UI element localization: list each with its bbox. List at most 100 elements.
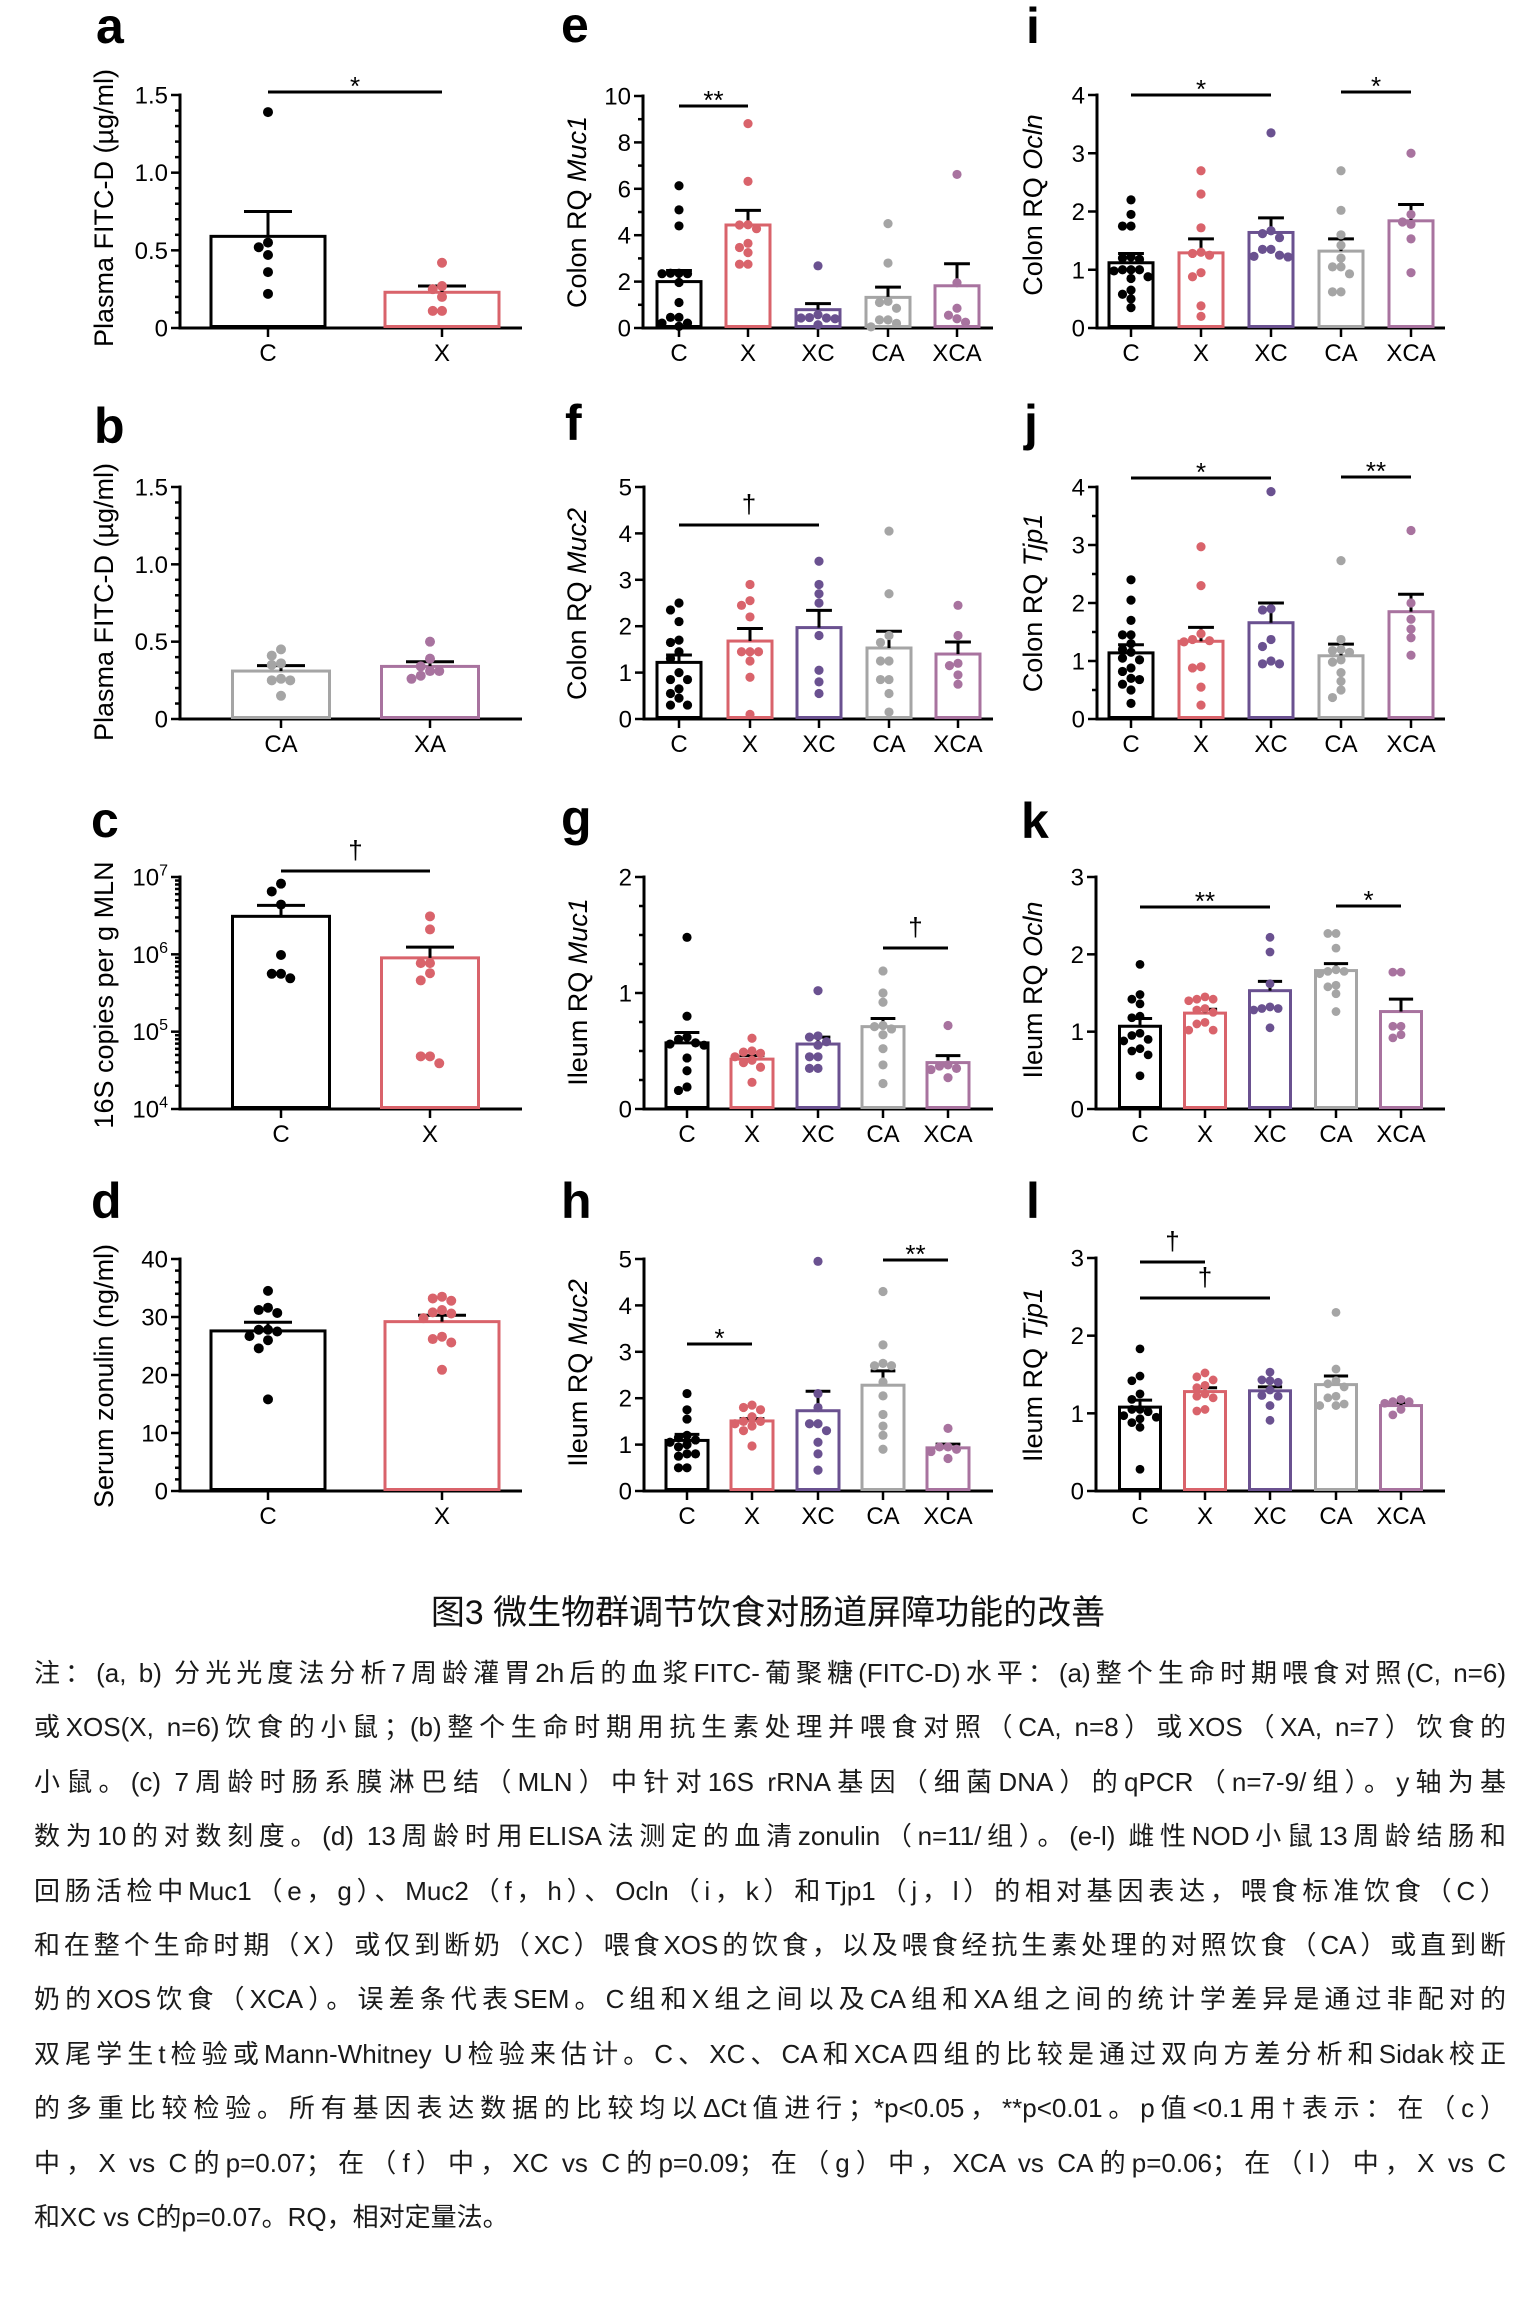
data-point [1336,634,1346,645]
data-point [813,986,823,996]
data-point [878,1286,888,1297]
data-point [674,598,684,608]
data-point [1192,1383,1202,1393]
data-point [821,1426,832,1436]
data-point [952,278,962,288]
data-point [1274,250,1285,260]
series-C [209,107,327,328]
data-point [437,1291,447,1302]
y-tick-label: 104 [132,1095,168,1124]
data-point [1134,655,1145,665]
data-point [952,314,962,324]
data-point [1339,1399,1349,1409]
data-point [738,1416,749,1426]
data-point [1126,273,1136,284]
data-point [1336,685,1346,695]
significance-label: * [1196,457,1206,487]
data-point [1179,637,1189,647]
data-point [1273,1004,1283,1013]
data-point [943,1060,953,1070]
data-point [804,1052,815,1062]
data-point [1327,645,1338,656]
data-point [953,679,963,689]
y-tick-label: 0.5 [135,629,168,656]
y-tick-label: 1 [1071,1019,1084,1046]
y-axis-group: 0 10 20 30 40 [141,1247,182,1506]
data-point [878,1421,888,1431]
data-point [682,674,693,685]
data-point [1388,1033,1398,1043]
data-point [1187,272,1198,282]
data-point [1331,1307,1341,1317]
y-tick-label: 4 [1072,475,1085,502]
y-axis-label-gene: Muc1 [562,116,592,182]
y-tick-label: 2 [1071,942,1084,969]
data-point [682,318,693,328]
x-tick-label: XCA [1376,1503,1425,1530]
y-tick-label: 0 [155,316,168,343]
data-point [1151,1412,1161,1422]
data-point [730,1052,740,1062]
data-point [665,674,676,685]
data-point [1126,221,1136,231]
significance-annotation: † [679,489,819,527]
y-axis-label-text: Ileum RQ [563,1345,593,1467]
series-C [231,878,331,1110]
data-point [682,269,693,279]
data-point [875,637,886,648]
data-point [1126,639,1136,649]
x-tick-label: C [272,1121,289,1148]
significance-label: ** [1195,886,1215,916]
data-point [1126,209,1136,220]
x-tick-label: XCA [1386,731,1435,758]
data-point [682,1414,692,1424]
significance-annotation: * [1341,71,1411,101]
panel-letter: h [561,1173,592,1229]
data-point [1135,1371,1145,1381]
data-point [263,1302,273,1313]
data-point [1257,244,1268,254]
data-point [1187,248,1198,259]
caption-line: 数为10的对数刻度。(d) 13周龄时用ELISA法测定的血清zonulin（n… [34,1821,1506,1852]
data-point [813,1437,823,1447]
data-point [1187,663,1198,673]
data-point [1196,542,1206,552]
data-point [1265,1023,1275,1033]
y-tick-label-exponent: 6 [159,940,168,957]
x-tick-label: X [742,731,758,758]
data-point [415,975,426,986]
data-point [891,303,902,313]
x-tick-label: XC [802,731,835,758]
data-point [878,1340,888,1350]
data-point [699,1040,709,1050]
series-X [724,119,772,329]
series-XC [1248,932,1292,1109]
y-axis-label-text: Plasma FITC-D (µg/ml) [89,69,119,347]
data-point [813,1388,823,1399]
data-point [674,321,684,331]
data-point [263,237,273,248]
x-tick-label: X [434,340,450,367]
y-axis-group: 0 1 2 [619,865,646,1124]
series-X [380,911,480,1109]
x-tick-label: C [259,1503,276,1530]
series-XCA [925,1020,971,1109]
data-point [884,688,894,699]
data-point [1315,969,1325,979]
data-point [884,589,894,599]
data-point [1196,629,1206,639]
y-axis-label-text: Ileum RQ [563,964,593,1086]
data-point [734,220,745,230]
data-point [1117,666,1128,677]
data-point [1127,1013,1137,1023]
figure-caption: 注：(a, b) 分光光度法分析7周龄灌胃2h后的血浆FITC-葡聚糖(FITC… [34,1646,1506,2244]
data-point [1273,1391,1283,1401]
data-point [425,666,435,677]
panel-i: i 0 1 2 3 4 C X XC CA XCA * * Colon RQ Ocln [1018,0,1445,367]
data-point [745,709,755,719]
data-point [884,707,894,717]
data-point [682,700,693,710]
data-point [953,670,963,680]
data-point [1126,663,1136,673]
